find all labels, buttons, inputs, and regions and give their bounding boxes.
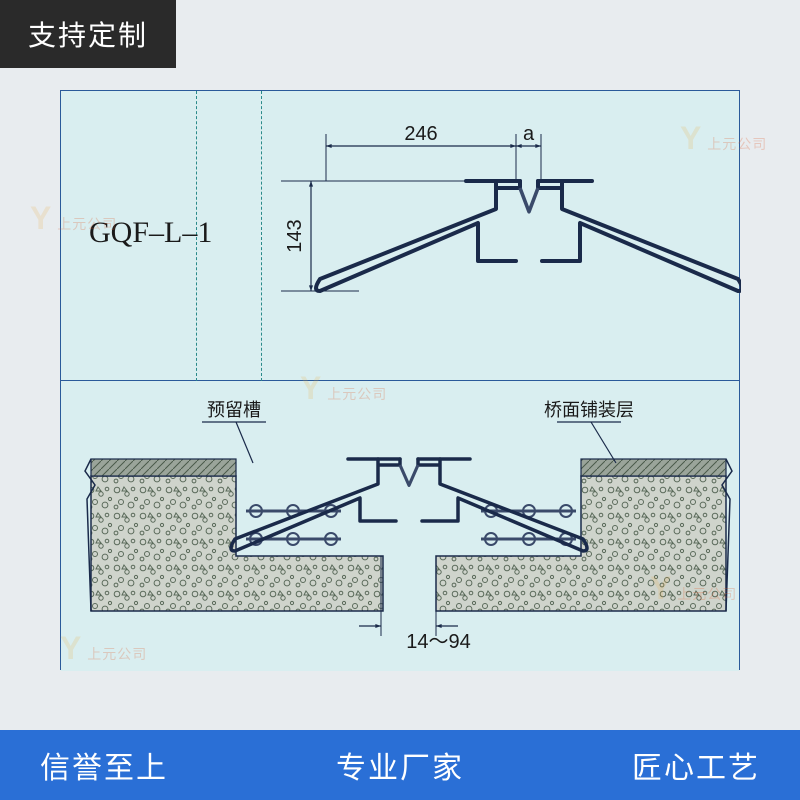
slogan-item: 专业厂家 — [336, 743, 464, 787]
section-drawing: 预留槽 桥面铺装层 14～94 — [61, 381, 741, 671]
svg-text:桥面铺装层: 桥面铺装层 — [544, 400, 634, 420]
svg-text:预留槽: 预留槽 — [207, 400, 261, 420]
svg-text:14～94: 14～94 — [406, 631, 471, 653]
profile-panel: GQF–L–1 246a143 — [61, 91, 739, 381]
svg-text:a: a — [523, 123, 535, 145]
slogan-bar: 信誉至上 专业厂家 匠心工艺 — [0, 730, 800, 800]
slogan-item: 匠心工艺 — [632, 743, 760, 787]
customization-badge: 支持定制 — [0, 0, 176, 68]
section-panel: 预留槽 桥面铺装层 14～94 — [61, 381, 739, 671]
slogan-item: 信誉至上 — [40, 743, 168, 787]
svg-text:246: 246 — [404, 123, 437, 145]
profile-drawing: 246 a 143 — [61, 91, 741, 381]
expansion-joint-figure: GQF–L–1 246a143 预留槽桥面铺装层14～94 — [60, 90, 740, 670]
svg-text:143: 143 — [284, 219, 306, 252]
